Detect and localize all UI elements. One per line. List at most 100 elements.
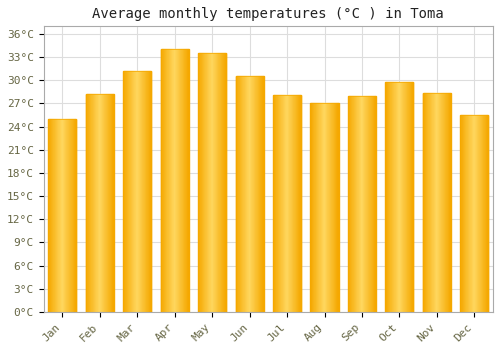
Bar [413, 82, 414, 312]
Bar [448, 93, 449, 312]
Bar [123, 71, 152, 312]
Bar [160, 49, 162, 312]
Bar [330, 103, 332, 312]
Bar [373, 96, 374, 312]
Bar [390, 82, 391, 312]
Bar [362, 96, 363, 312]
Bar [446, 93, 447, 312]
Bar [222, 53, 223, 312]
Bar [172, 49, 173, 312]
Bar [182, 49, 183, 312]
Bar [133, 71, 134, 312]
Bar [437, 93, 438, 312]
Bar [350, 96, 352, 312]
Bar [463, 115, 464, 312]
Bar [246, 76, 247, 312]
Bar [312, 103, 314, 312]
Bar [236, 76, 238, 312]
Bar [430, 93, 432, 312]
Bar [409, 82, 410, 312]
Bar [52, 119, 53, 312]
Bar [479, 115, 480, 312]
Bar [310, 103, 338, 312]
Bar [319, 103, 320, 312]
Bar [324, 103, 325, 312]
Bar [349, 96, 350, 312]
Bar [135, 71, 136, 312]
Bar [279, 95, 280, 312]
Bar [371, 96, 372, 312]
Bar [50, 119, 51, 312]
Bar [102, 94, 103, 312]
Bar [485, 115, 486, 312]
Bar [352, 96, 353, 312]
Bar [56, 119, 57, 312]
Bar [432, 93, 433, 312]
Bar [86, 94, 87, 312]
Bar [173, 49, 174, 312]
Bar [353, 96, 354, 312]
Bar [477, 115, 478, 312]
Bar [450, 93, 451, 312]
Bar [443, 93, 444, 312]
Bar [363, 96, 364, 312]
Bar [62, 119, 63, 312]
Bar [423, 93, 424, 312]
Bar [355, 96, 356, 312]
Bar [166, 49, 167, 312]
Bar [286, 95, 287, 312]
Bar [392, 82, 394, 312]
Bar [165, 49, 166, 312]
Bar [472, 115, 473, 312]
Bar [388, 82, 389, 312]
Bar [473, 115, 474, 312]
Bar [289, 95, 290, 312]
Bar [100, 94, 101, 312]
Bar [375, 96, 376, 312]
Bar [367, 96, 368, 312]
Bar [335, 103, 336, 312]
Bar [318, 103, 319, 312]
Bar [252, 76, 253, 312]
Bar [184, 49, 185, 312]
Bar [273, 95, 301, 312]
Bar [394, 82, 395, 312]
Bar [146, 71, 147, 312]
Bar [481, 115, 482, 312]
Bar [107, 94, 108, 312]
Bar [471, 115, 472, 312]
Bar [254, 76, 256, 312]
Bar [214, 53, 215, 312]
Bar [251, 76, 252, 312]
Bar [438, 93, 439, 312]
Bar [169, 49, 170, 312]
Bar [288, 95, 289, 312]
Bar [386, 82, 413, 312]
Bar [94, 94, 95, 312]
Bar [470, 115, 471, 312]
Bar [366, 96, 367, 312]
Bar [300, 95, 301, 312]
Bar [150, 71, 151, 312]
Bar [106, 94, 107, 312]
Bar [211, 53, 212, 312]
Bar [144, 71, 145, 312]
Bar [188, 49, 189, 312]
Bar [67, 119, 68, 312]
Bar [168, 49, 169, 312]
Bar [333, 103, 334, 312]
Bar [63, 119, 64, 312]
Bar [321, 103, 322, 312]
Bar [253, 76, 254, 312]
Bar [138, 71, 139, 312]
Bar [127, 71, 128, 312]
Bar [139, 71, 140, 312]
Bar [92, 94, 93, 312]
Bar [238, 76, 239, 312]
Bar [112, 94, 113, 312]
Bar [180, 49, 181, 312]
Bar [250, 76, 251, 312]
Bar [57, 119, 58, 312]
Bar [201, 53, 202, 312]
Bar [276, 95, 277, 312]
